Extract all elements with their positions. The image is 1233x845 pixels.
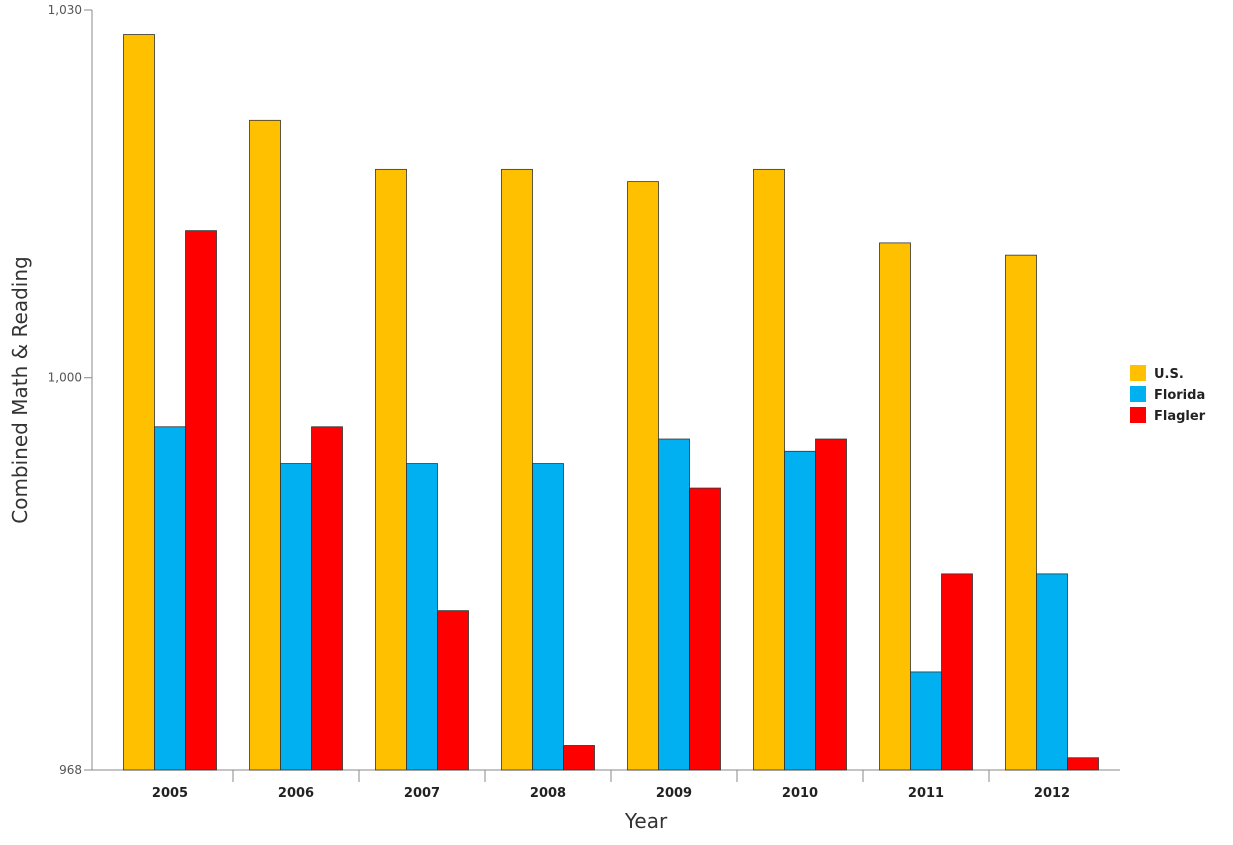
- bar-flagler-2005: [185, 230, 217, 771]
- legend-swatch: [1130, 365, 1146, 381]
- bar-us-2011: [879, 242, 911, 771]
- x-axis: [92, 769, 1120, 782]
- x-tick-label: 2010: [782, 786, 818, 801]
- bar-florida-2008: [532, 463, 564, 771]
- y-tick-label: 1,030: [48, 3, 82, 17]
- bar-florida-2009: [658, 438, 690, 771]
- x-tick-label: 2008: [530, 786, 566, 801]
- bar-flagler-2008: [563, 745, 595, 771]
- y-tick-label: 968: [59, 763, 82, 777]
- x-tick-labels: 2005 2006 2007 2008 2009 2010 2011 2012: [152, 786, 1070, 801]
- y-axis: 968 1,000 1,030: [48, 3, 93, 777]
- x-tick-label: 2012: [1034, 786, 1070, 801]
- bar-florida-2011: [910, 671, 942, 771]
- bar-us-2010: [753, 168, 785, 771]
- bar-flagler-2012: [1067, 757, 1099, 771]
- bar-us-2006: [249, 119, 281, 771]
- bar-florida-2010: [784, 450, 816, 771]
- x-tick-label: 2007: [404, 786, 440, 801]
- legend-label: Flagler: [1154, 409, 1206, 424]
- legend-swatch: [1130, 407, 1146, 423]
- legend-label: Florida: [1154, 388, 1205, 403]
- legend: U.S. Florida Flagler: [1130, 365, 1206, 424]
- legend-label: U.S.: [1154, 367, 1184, 382]
- bar-florida-2007: [406, 463, 438, 771]
- bar-florida-2006: [280, 463, 312, 771]
- y-tick-label: 1,000: [48, 371, 82, 385]
- x-tick-label: 2011: [908, 786, 944, 801]
- bar-us-2012: [1005, 254, 1037, 771]
- bar-flagler-2011: [941, 573, 973, 771]
- bar-flagler-2009: [689, 487, 721, 771]
- bar-flagler-2007: [437, 610, 469, 771]
- x-tick-label: 2009: [656, 786, 692, 801]
- bar-florida-2012: [1036, 573, 1068, 771]
- bar-us-2009: [627, 181, 659, 771]
- bar-flagler-2010: [815, 438, 847, 771]
- x-axis-title: Year: [624, 809, 668, 833]
- bar-florida-2005: [154, 426, 186, 771]
- bars: [123, 34, 1099, 771]
- legend-swatch: [1130, 386, 1146, 402]
- bar-flagler-2006: [311, 426, 343, 771]
- bar-us-2005: [123, 34, 155, 771]
- y-axis-title: Combined Math & Reading: [8, 256, 32, 524]
- bar-us-2008: [501, 168, 533, 771]
- x-tick-label: 2005: [152, 786, 188, 801]
- x-tick-label: 2006: [278, 786, 314, 801]
- bar-us-2007: [375, 168, 407, 771]
